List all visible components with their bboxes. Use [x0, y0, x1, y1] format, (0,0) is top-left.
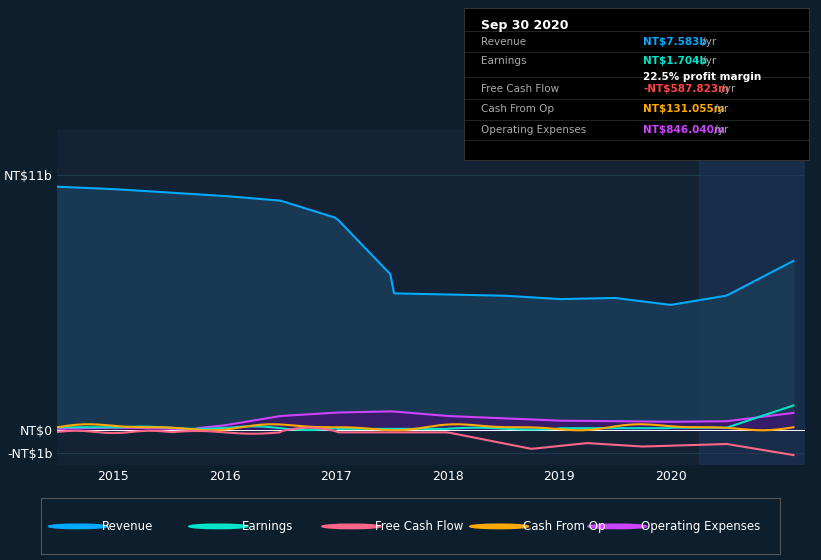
Circle shape	[588, 524, 647, 529]
Text: NT$7.583b: NT$7.583b	[643, 36, 707, 46]
Text: Operating Expenses: Operating Expenses	[641, 520, 760, 533]
Text: Revenue: Revenue	[102, 520, 153, 533]
Text: Earnings: Earnings	[242, 520, 293, 533]
Text: NT$1.704b: NT$1.704b	[643, 55, 707, 66]
Text: Operating Expenses: Operating Expenses	[481, 125, 586, 135]
Text: /yr: /yr	[718, 83, 735, 94]
Text: /yr: /yr	[712, 104, 729, 114]
Text: NT$846.040m: NT$846.040m	[643, 125, 725, 135]
Text: Cash From Op: Cash From Op	[481, 104, 554, 114]
Text: NT$131.055m: NT$131.055m	[643, 104, 725, 114]
Text: Free Cash Flow: Free Cash Flow	[481, 83, 559, 94]
Text: Revenue: Revenue	[481, 36, 526, 46]
Bar	[699, 129, 805, 465]
Text: Sep 30 2020: Sep 30 2020	[481, 19, 569, 32]
Text: /yr: /yr	[712, 125, 729, 135]
Circle shape	[48, 524, 108, 529]
Text: /yr: /yr	[699, 55, 716, 66]
Text: Earnings: Earnings	[481, 55, 526, 66]
Circle shape	[189, 524, 248, 529]
Text: /yr: /yr	[699, 36, 716, 46]
Text: -NT$587.823m: -NT$587.823m	[643, 83, 729, 94]
Text: Free Cash Flow: Free Cash Flow	[375, 520, 463, 533]
Circle shape	[322, 524, 381, 529]
Text: Cash From Op: Cash From Op	[523, 520, 605, 533]
Text: 22.5% profit margin: 22.5% profit margin	[643, 72, 761, 82]
Circle shape	[470, 524, 529, 529]
